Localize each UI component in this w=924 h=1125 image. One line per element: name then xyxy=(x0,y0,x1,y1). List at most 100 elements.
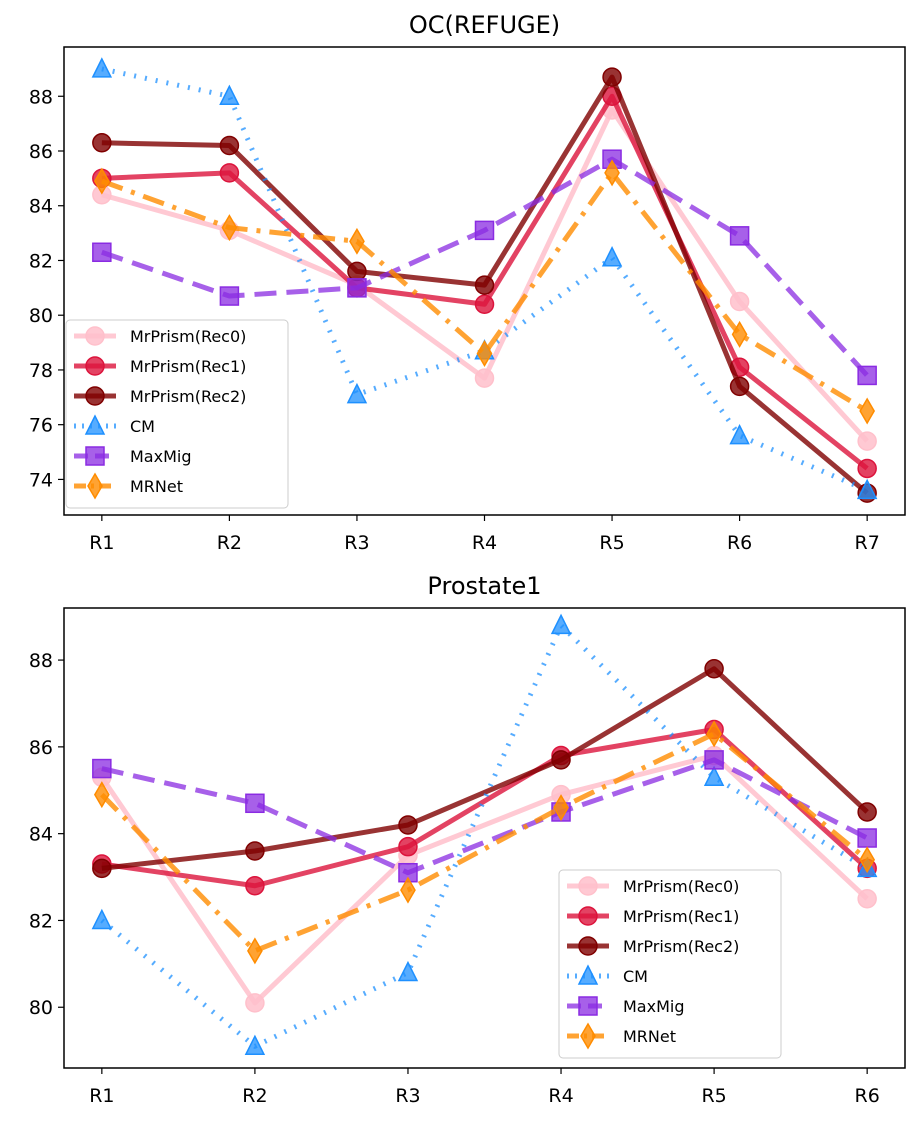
data-point-mrprism-rec0 xyxy=(857,431,877,451)
data-point-cm xyxy=(91,57,113,78)
y-tick-label: 88 xyxy=(29,86,53,108)
data-point-maxmig xyxy=(857,828,877,848)
data-point-mrprism-rec2 xyxy=(245,841,265,861)
data-point-mrprism-rec0 xyxy=(474,368,495,388)
data-point-mrnet xyxy=(604,159,620,187)
data-point-cm xyxy=(397,960,419,982)
data-point-mrprism-rec2 xyxy=(857,802,877,822)
legend-label-mrnet: MRNet xyxy=(623,1027,676,1046)
legend: MrPrism(Rec0) MrPrism(Rec1) MrPrism(Rec2) C… xyxy=(558,869,782,1059)
legend-box xyxy=(65,319,289,509)
data-point-cm xyxy=(601,246,623,267)
data-point-mrprism-rec2 xyxy=(729,376,750,397)
y-tick-label: 88 xyxy=(29,650,53,672)
y-tick-label: 82 xyxy=(29,250,53,272)
legend-label-mrprism-rec0: MrPrism(Rec0) xyxy=(130,327,246,346)
data-point-mrprism-rec1 xyxy=(219,163,240,183)
legend-marker-cm xyxy=(84,414,106,435)
legend-marker-mrnet xyxy=(87,472,103,500)
y-tick-label: 80 xyxy=(29,997,53,1019)
y-tick-label: 78 xyxy=(29,360,53,382)
x-tick-label: R1 xyxy=(89,532,114,554)
y-tick-label: 80 xyxy=(29,305,53,327)
series-maxmig xyxy=(92,149,877,386)
data-point-mrprism-rec2 xyxy=(474,275,495,295)
data-point-mrprism-rec0 xyxy=(857,889,877,909)
legend-marker-mrprism-rec0 xyxy=(85,326,105,346)
data-point-cm xyxy=(703,765,725,786)
data-point-mrnet xyxy=(476,340,493,368)
data-point-maxmig xyxy=(245,793,265,814)
axes-frame xyxy=(63,46,906,516)
y-tick-label: 82 xyxy=(29,910,53,932)
legend-label-maxmig: MaxMig xyxy=(130,447,191,466)
data-point-mrnet xyxy=(93,167,110,195)
legend-box xyxy=(558,869,782,1059)
data-point-mrprism-rec2 xyxy=(704,659,724,679)
series-line-mrprism-rec0 xyxy=(99,753,869,1006)
data-point-maxmig xyxy=(704,750,724,770)
series-mrprism-rec2 xyxy=(92,67,877,503)
x-tick-label: R7 xyxy=(855,532,880,554)
legend-label-cm: CM xyxy=(623,967,648,986)
chart-title: Prostate1 xyxy=(427,572,541,600)
data-point-maxmig xyxy=(857,365,877,386)
y-tick-label: 84 xyxy=(29,196,53,218)
data-point-cm xyxy=(856,478,878,500)
data-point-maxmig xyxy=(219,286,240,306)
legend-marker-maxmig xyxy=(85,446,105,466)
data-point-mrnet xyxy=(93,781,110,809)
data-point-mrnet xyxy=(731,320,748,348)
data-point-mrprism-rec1 xyxy=(398,836,418,857)
x-tick-label: R1 xyxy=(89,1085,114,1107)
y-tick-label: 84 xyxy=(29,824,53,846)
y-tick-label: 76 xyxy=(29,415,53,437)
y-tick-label: 86 xyxy=(29,737,53,759)
chart-title: OC(REFUGE) xyxy=(409,11,560,39)
legend-marker-mrprism-rec1 xyxy=(578,906,598,926)
chart-oc-refuge: OC(REFUGE) 74 76 78 80 82 84 86 88 R1 R2 R3 R4 R5 R6 R7… xyxy=(29,11,906,554)
legend-label-cm: CM xyxy=(130,417,155,436)
data-point-cm xyxy=(244,1034,266,1056)
legend-marker-cm xyxy=(577,964,599,985)
data-point-mrprism-rec2 xyxy=(551,750,571,770)
data-point-mrprism-rec2 xyxy=(92,133,112,153)
series-mrnet xyxy=(93,720,876,965)
series-mrprism-rec1 xyxy=(92,719,877,896)
data-point-cm xyxy=(219,84,240,106)
series-line-cm xyxy=(100,622,869,1049)
legend-label-mrprism-rec0: MrPrism(Rec0) xyxy=(623,877,739,896)
chart-prostate1: Prostate1 80 82 84 86 88 R1 R2 R3 R4 R5 R6 MrPrism(R… xyxy=(29,572,906,1107)
x-tick-label: R5 xyxy=(599,532,624,554)
data-point-mrprism-rec2 xyxy=(398,815,418,835)
legend-label-mrprism-rec1: MrPrism(Rec1) xyxy=(623,907,739,926)
data-point-mrnet xyxy=(859,846,876,874)
series-line-mrnet xyxy=(100,731,869,954)
data-point-mrprism-rec2 xyxy=(347,261,367,282)
x-tick-label: R3 xyxy=(344,532,369,554)
series-mrnet xyxy=(93,159,876,425)
data-point-maxmig xyxy=(729,226,750,246)
legend-marker-mrprism-rec0 xyxy=(578,876,598,896)
data-point-mrnet xyxy=(706,720,722,748)
data-point-cm xyxy=(550,613,572,635)
data-point-mrnet xyxy=(859,397,876,425)
data-point-mrprism-rec1 xyxy=(245,875,265,896)
x-tick-label: R3 xyxy=(395,1085,420,1107)
data-point-maxmig xyxy=(92,242,112,263)
data-point-mrprism-rec2 xyxy=(92,858,112,879)
data-point-cm xyxy=(91,908,113,930)
legend-label-mrprism-rec2: MrPrism(Rec2) xyxy=(130,387,246,406)
data-point-mrnet xyxy=(247,937,263,965)
x-tick-label: R6 xyxy=(727,532,752,554)
legend: MrPrism(Rec0) MrPrism(Rec1) MrPrism(Rec2) C… xyxy=(65,319,289,509)
data-point-mrprism-rec2 xyxy=(219,135,240,156)
data-point-mrnet xyxy=(553,794,569,822)
series-line-maxmig xyxy=(101,757,869,876)
legend-label-mrprism-rec1: MrPrism(Rec1) xyxy=(130,357,246,376)
data-point-cm xyxy=(346,382,368,404)
data-point-maxmig xyxy=(474,220,495,241)
legend-marker-mrnet xyxy=(580,1022,596,1050)
legend-marker-maxmig xyxy=(578,996,598,1016)
